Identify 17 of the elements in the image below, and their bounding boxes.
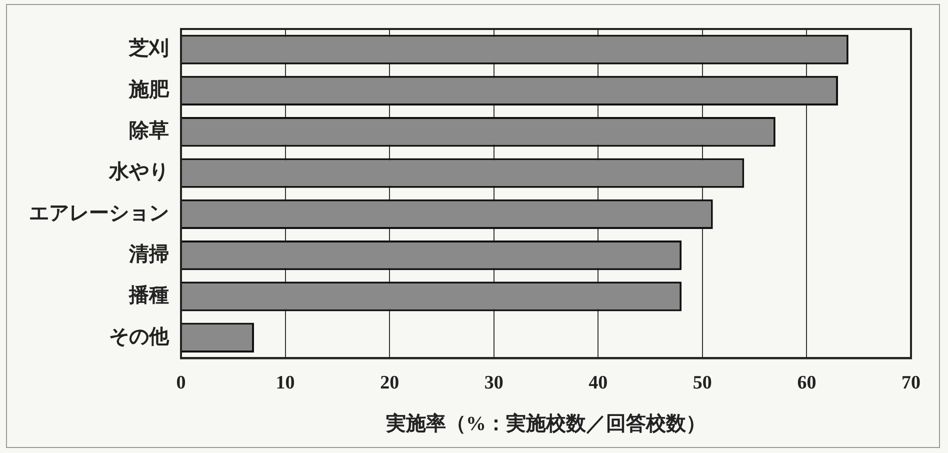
y-tick-label: 水やり: [108, 161, 169, 184]
y-tick-label: 芝刈: [128, 38, 169, 60]
y-tick-label: エアレーション: [29, 202, 169, 224]
x-tick-label: 40: [588, 372, 608, 394]
x-tick-label: 70: [902, 372, 920, 394]
y-tick-label: 施肥: [128, 78, 170, 101]
x-tick-label: 20: [380, 372, 400, 394]
x-tick-label: 60: [797, 372, 816, 394]
x-tick-label: 10: [276, 372, 295, 394]
x-axis-title: 実施率（%：実施校数／回答校数）: [385, 412, 706, 436]
y-tick-label: その他: [109, 326, 170, 348]
y-tick-label: 播種: [128, 284, 169, 307]
x-tick-label: 0: [176, 372, 186, 394]
y-tick-label: 清掃: [128, 243, 169, 266]
x-tick-label: 50: [692, 372, 712, 394]
x-tick-label: 30: [484, 372, 504, 394]
y-tick-label: 除草: [129, 120, 169, 142]
